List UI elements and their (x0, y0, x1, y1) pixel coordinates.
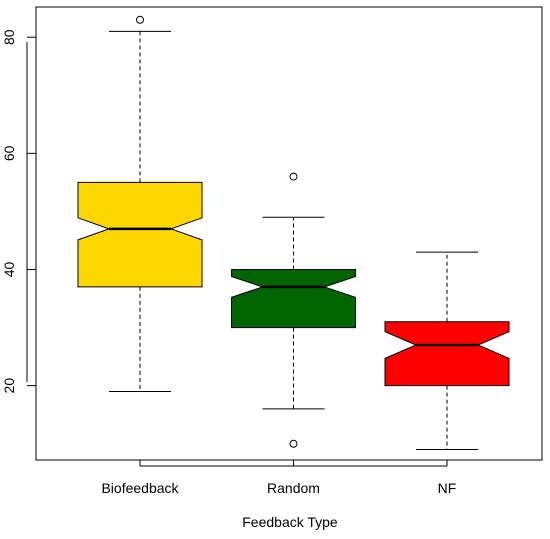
box-biofeedback (77, 15, 203, 392)
box-nf (384, 251, 510, 451)
y-tick-label: 20 (1, 378, 17, 394)
outlier-point (136, 15, 144, 24)
y-tick-label: 60 (1, 145, 17, 161)
notched-box (384, 321, 510, 387)
plot-frame (35, 6, 543, 461)
y-tick-label: 40 (1, 262, 17, 278)
notched-box (231, 269, 356, 329)
x-tick-label: Random (267, 480, 320, 496)
box-series (77, 15, 510, 451)
outlier-point (289, 439, 298, 448)
box-random (231, 172, 356, 448)
x-tick-label: NF (438, 480, 457, 496)
outlier-point (289, 172, 298, 181)
x-axis: Biofeedback Random NF (101, 460, 456, 496)
y-tick-label: 80 (1, 29, 17, 45)
x-axis-title: Feedback Type (242, 514, 338, 530)
x-tick-label: Biofeedback (101, 480, 179, 496)
notched-box (77, 181, 203, 288)
y-axis: 20 40 60 80 (1, 29, 36, 393)
